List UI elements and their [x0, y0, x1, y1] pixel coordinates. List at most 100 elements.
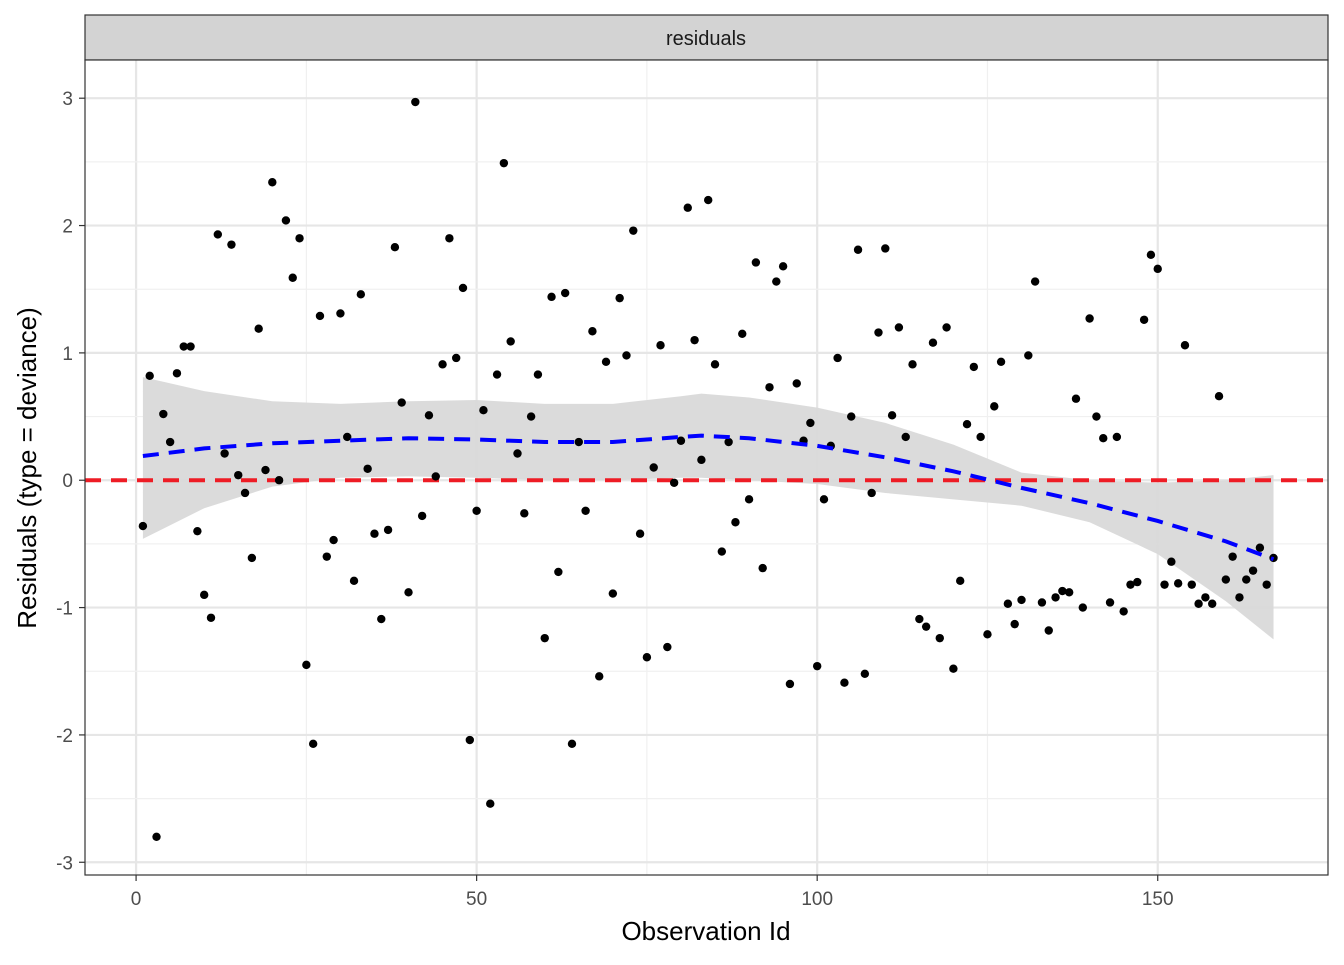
- data-point: [976, 432, 985, 442]
- data-point: [152, 832, 161, 841]
- data-point: [697, 455, 706, 465]
- data-point: [887, 411, 897, 420]
- data-point: [343, 432, 352, 442]
- data-point: [186, 342, 195, 351]
- data-point: [513, 449, 522, 458]
- data-point: [792, 379, 801, 388]
- data-point: [1139, 315, 1149, 324]
- y-axis-title: Residuals (type = deviance): [12, 307, 42, 629]
- data-point: [738, 329, 747, 338]
- data-point: [717, 547, 727, 556]
- data-point: [656, 341, 665, 350]
- y-tick-label: 3: [62, 89, 73, 110]
- data-point: [1153, 264, 1162, 274]
- facet-strip: [84, 14, 1329, 61]
- data-point: [356, 290, 366, 299]
- data-point: [731, 518, 740, 527]
- data-point: [833, 353, 842, 363]
- data-point: [840, 678, 849, 687]
- data-point: [322, 552, 331, 561]
- smooth-trend-line: [142, 433, 1275, 562]
- confidence-band: [142, 377, 1274, 640]
- data-point: [690, 335, 699, 345]
- data-point: [254, 324, 263, 333]
- data-point: [969, 362, 979, 372]
- data-point: [1071, 394, 1081, 403]
- data-point: [336, 309, 345, 318]
- data-point: [302, 660, 311, 670]
- data-point: [1214, 391, 1224, 401]
- data-point: [1024, 351, 1033, 360]
- data-point: [1262, 580, 1271, 589]
- data-point: [308, 739, 318, 749]
- data-point: [908, 360, 917, 369]
- data-point: [288, 273, 297, 282]
- data-point: [145, 371, 154, 381]
- data-point: [595, 672, 604, 681]
- y-tick-label: -3: [56, 853, 73, 874]
- x-tick-label: 150: [1142, 889, 1174, 910]
- data-point: [383, 525, 393, 535]
- data-point: [431, 472, 440, 481]
- data-point: [1160, 580, 1169, 589]
- data-point: [812, 661, 822, 671]
- data-point: [663, 642, 672, 652]
- data-point: [547, 292, 556, 302]
- data-point: [526, 412, 536, 421]
- data-point: [1051, 593, 1060, 602]
- data-point: [983, 630, 992, 639]
- data-point: [1126, 580, 1135, 589]
- data-point: [220, 449, 229, 458]
- data-point: [772, 277, 781, 286]
- data-point: [1173, 579, 1183, 588]
- data-point: [1085, 314, 1094, 323]
- data-point: [1255, 543, 1265, 552]
- y-tick-label: -2: [56, 726, 73, 747]
- data-point: [179, 342, 188, 351]
- x-axis-title: Observation Id: [621, 916, 790, 946]
- data-point: [159, 409, 168, 419]
- data-point: [397, 398, 406, 407]
- data-point: [1201, 593, 1210, 602]
- data-point: [1017, 595, 1026, 605]
- data-point: [935, 633, 944, 643]
- data-point: [1058, 586, 1067, 596]
- data-point: [377, 614, 386, 624]
- data-point: [901, 432, 910, 442]
- data-point: [860, 669, 870, 678]
- data-point: [921, 622, 931, 631]
- y-tick-label: 2: [62, 217, 73, 238]
- x-tick-label: 100: [801, 889, 833, 910]
- data-point: [268, 178, 277, 187]
- data-point: [601, 357, 611, 367]
- data-point: [669, 478, 679, 487]
- data-point: [724, 437, 733, 447]
- data-point: [608, 589, 618, 598]
- data-point: [1167, 557, 1176, 566]
- data-point: [234, 470, 243, 480]
- data-point: [295, 234, 304, 243]
- data-point: [533, 370, 543, 379]
- data-point: [942, 323, 951, 332]
- data-point: [281, 216, 291, 225]
- data-point: [1112, 432, 1122, 442]
- data-point: [1037, 598, 1047, 607]
- data-point: [554, 567, 563, 577]
- data-point: [506, 337, 515, 346]
- data-point: [962, 420, 972, 429]
- data-point: [819, 495, 829, 504]
- data-point: [329, 535, 338, 545]
- data-point: [765, 383, 774, 392]
- data-point: [915, 614, 924, 624]
- data-point: [1228, 552, 1237, 561]
- data-point: [1194, 599, 1203, 608]
- data-point: [349, 576, 359, 586]
- data-point: [247, 553, 257, 563]
- data-point: [704, 195, 713, 205]
- data-point: [1221, 575, 1231, 584]
- data-point: [1208, 599, 1217, 608]
- data-point: [1064, 588, 1074, 597]
- data-point: [1133, 577, 1142, 587]
- data-point: [996, 357, 1006, 367]
